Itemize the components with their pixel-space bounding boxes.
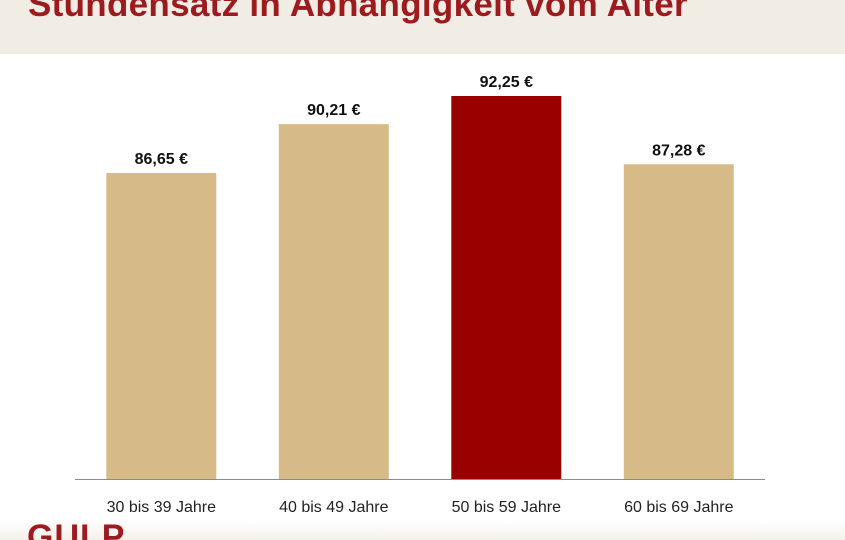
logo-band	[0, 520, 845, 540]
bar-1	[106, 173, 217, 479]
footer-band: GULP	[0, 520, 845, 540]
bar-4	[623, 164, 734, 480]
bar-value-label-2: 90,21 €	[307, 102, 360, 119]
x-tick-label-2: 40 bis 49 Jahre	[279, 499, 389, 516]
bar-2	[278, 124, 389, 479]
bar-3	[451, 96, 562, 479]
chart-title: Stundensatz in Abhängigkeit vom Alter	[28, 0, 688, 24]
chart-area: 86,65 € 30 bis 39 Jahre 90,21 € 40 bis 49 J…	[0, 54, 845, 520]
x-tick-label-1: 30 bis 39 Jahre	[107, 499, 217, 516]
x-tick-label-3: 50 bis 59 Jahre	[452, 499, 562, 516]
bar-value-label-1: 86,65 €	[135, 151, 188, 168]
bar-chart: 86,65 € 30 bis 39 Jahre 90,21 € 40 bis 49 J…	[75, 74, 765, 516]
bar-value-label-3: 92,25 €	[480, 74, 533, 91]
title-band: Stundensatz in Abhängigkeit vom Alter	[0, 0, 845, 54]
bar-value-label-4: 87,28 €	[652, 142, 705, 159]
gulp-logo: GULP	[27, 520, 126, 540]
x-tick-label-4: 60 bis 69 Jahre	[624, 499, 734, 516]
